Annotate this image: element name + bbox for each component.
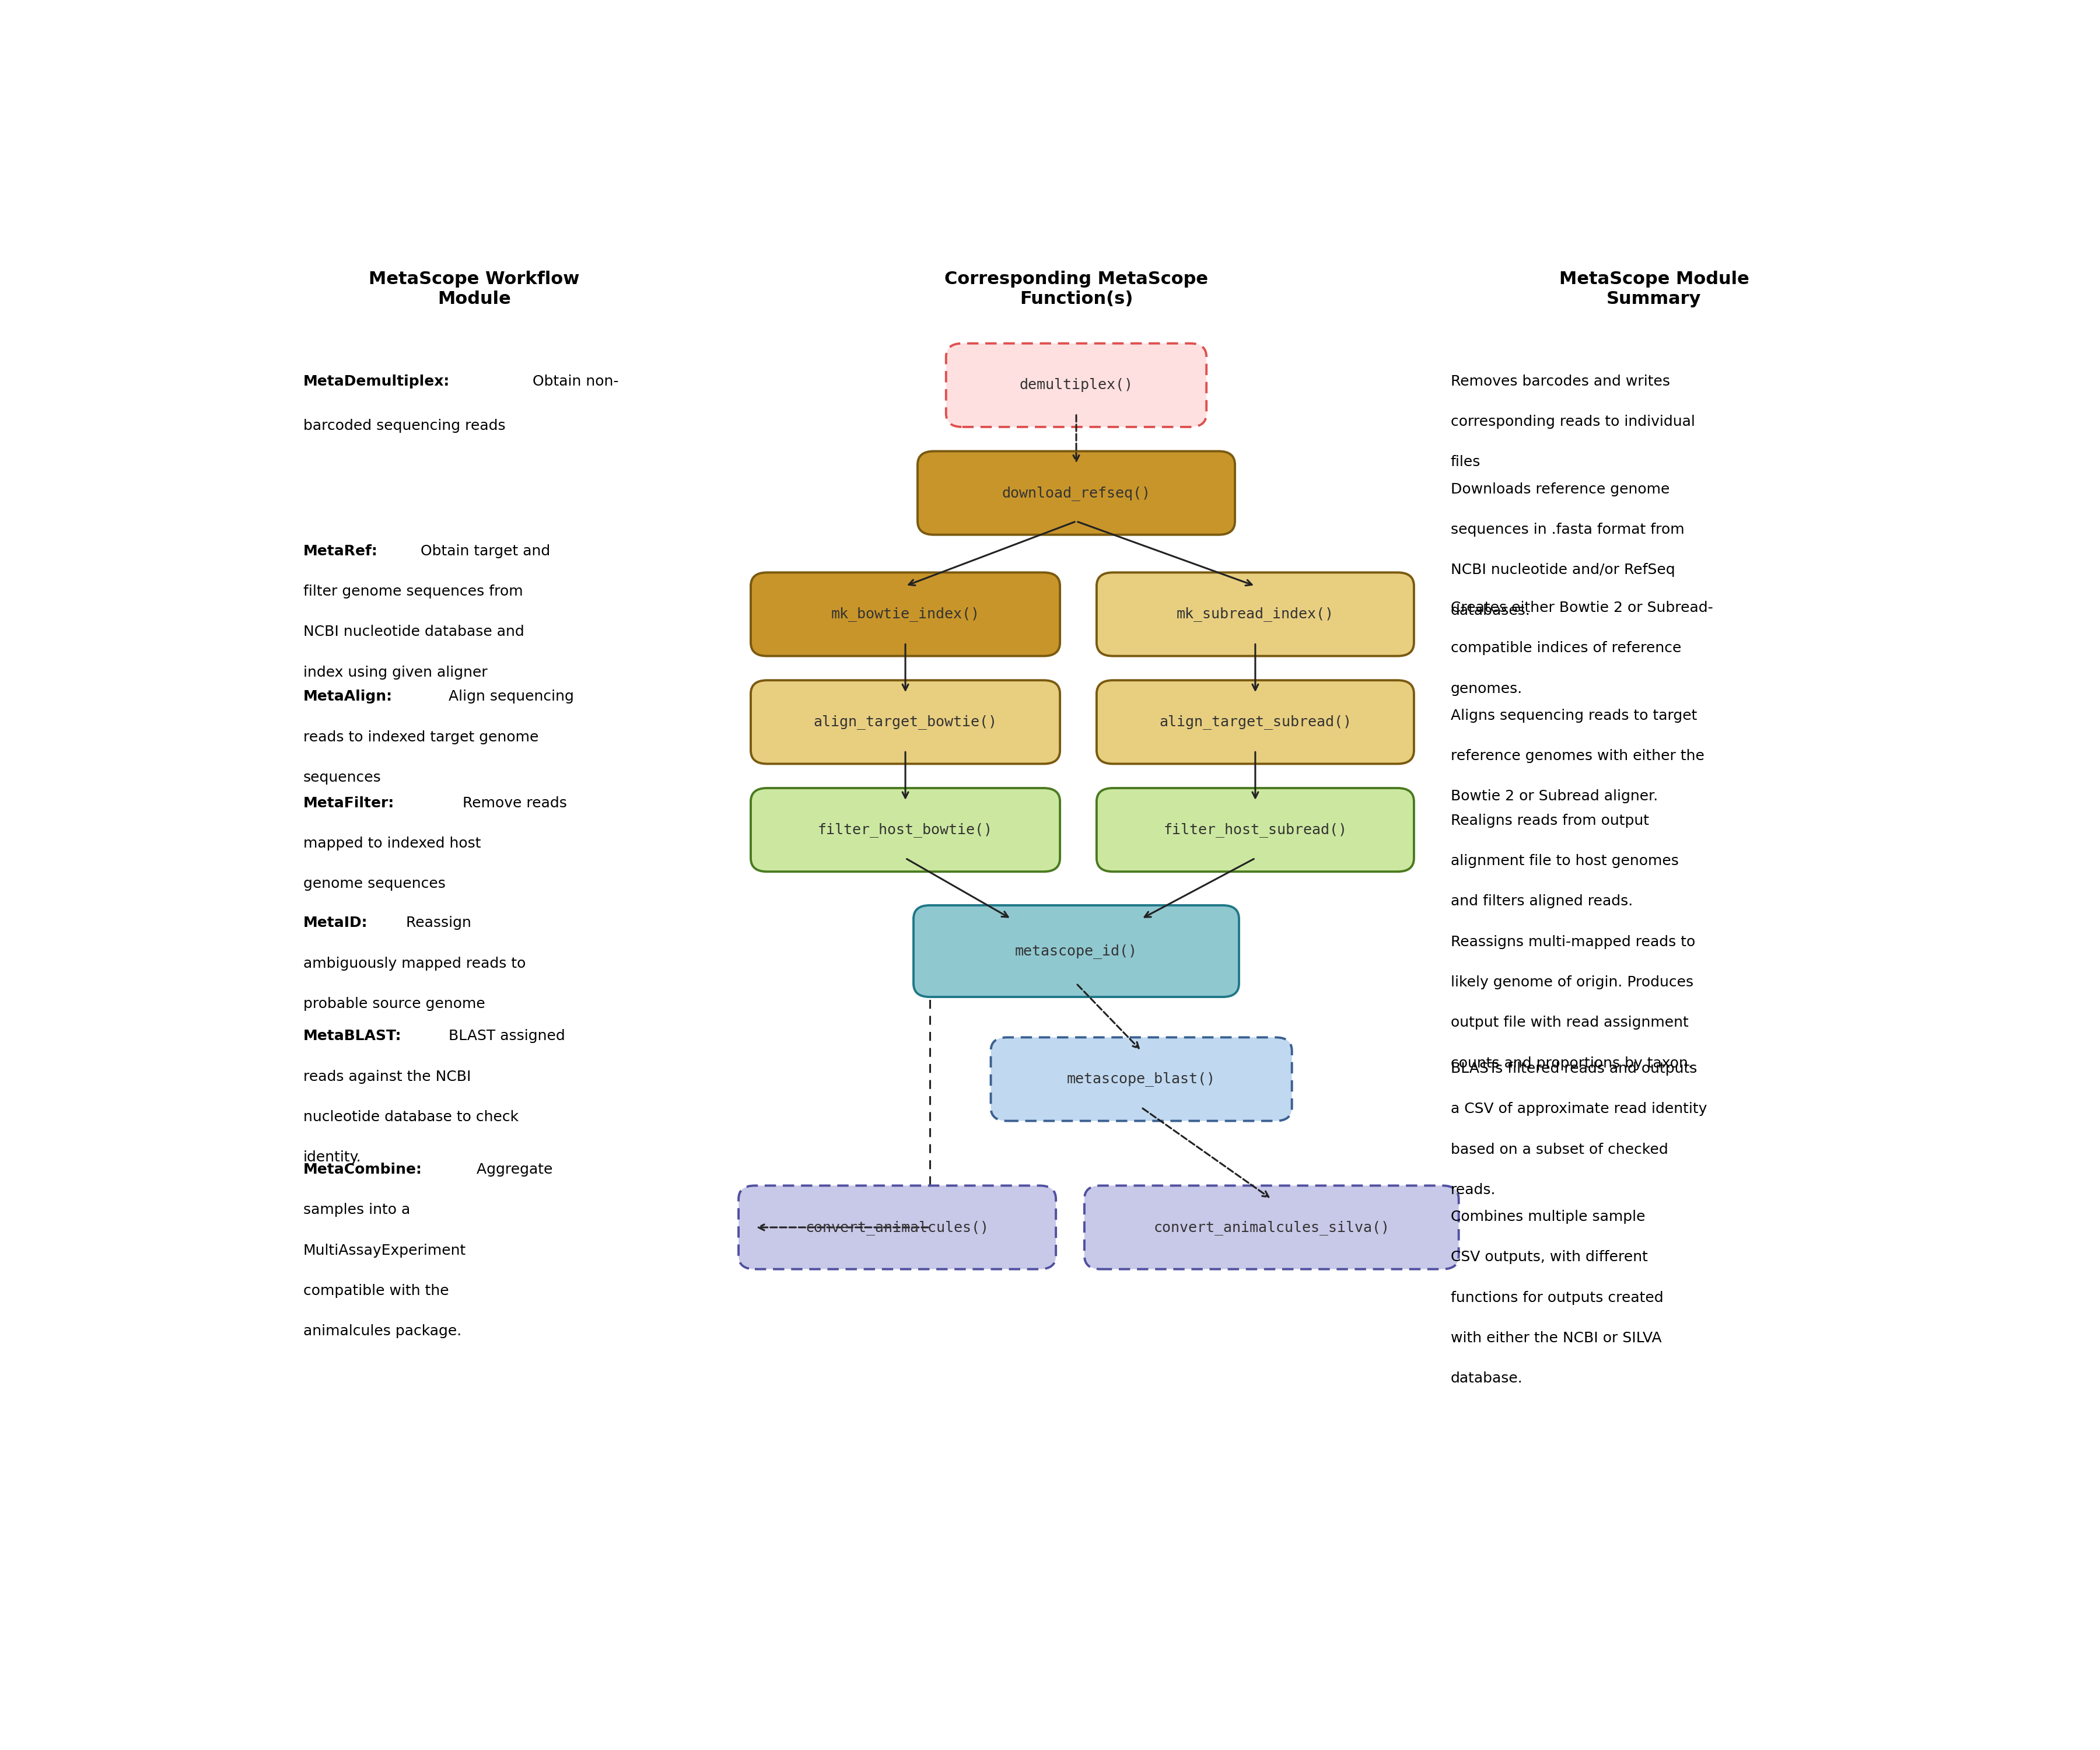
Text: MetaID:: MetaID: <box>302 915 368 929</box>
Text: identity.: identity. <box>302 1150 361 1164</box>
Text: Creates either Bowtie 2 or Subread-: Creates either Bowtie 2 or Subread- <box>1451 600 1714 614</box>
Text: functions for outputs created: functions for outputs created <box>1451 1292 1663 1306</box>
Text: nucleotide database to check: nucleotide database to check <box>302 1110 519 1124</box>
Text: NCBI nucleotide database and: NCBI nucleotide database and <box>302 625 525 639</box>
Text: Reassigns multi-mapped reads to: Reassigns multi-mapped reads to <box>1451 935 1695 949</box>
Text: sequences: sequences <box>302 770 382 784</box>
Text: and filters aligned reads.: and filters aligned reads. <box>1451 894 1632 908</box>
Text: Downloads reference genome: Downloads reference genome <box>1451 483 1670 497</box>
Text: files: files <box>1451 455 1480 469</box>
Text: MetaScope Module
Summary: MetaScope Module Summary <box>1558 271 1749 308</box>
Text: download_refseq(): download_refseq() <box>1002 487 1151 501</box>
Text: reads to indexed target genome: reads to indexed target genome <box>302 730 538 744</box>
Text: counts and proportions by taxon.: counts and proportions by taxon. <box>1451 1057 1693 1071</box>
Text: Realigns reads from output: Realigns reads from output <box>1451 814 1648 828</box>
Text: genomes.: genomes. <box>1451 682 1522 696</box>
FancyBboxPatch shape <box>1084 1185 1460 1269</box>
Text: metascope_blast(): metascope_blast() <box>1067 1071 1216 1087</box>
Text: ambiguously mapped reads to: ambiguously mapped reads to <box>302 957 525 971</box>
Text: alignment file to host genomes: alignment file to host genomes <box>1451 854 1678 868</box>
FancyBboxPatch shape <box>914 905 1239 997</box>
Text: based on a subset of checked: based on a subset of checked <box>1451 1143 1667 1157</box>
Text: align_target_bowtie(): align_target_bowtie() <box>813 714 998 730</box>
Text: barcoded sequencing reads: barcoded sequencing reads <box>302 418 506 432</box>
Text: genome sequences: genome sequences <box>302 877 445 891</box>
FancyBboxPatch shape <box>918 452 1235 536</box>
FancyBboxPatch shape <box>752 572 1060 656</box>
Text: sequences in .fasta format from: sequences in .fasta format from <box>1451 523 1684 537</box>
FancyBboxPatch shape <box>945 343 1205 427</box>
Text: MetaDemultiplex:: MetaDemultiplex: <box>302 374 449 388</box>
Text: demultiplex(): demultiplex() <box>1019 378 1134 392</box>
Text: filter_host_bowtie(): filter_host_bowtie() <box>817 822 993 836</box>
FancyBboxPatch shape <box>1096 681 1413 763</box>
Text: MetaScope Workflow
Module: MetaScope Workflow Module <box>370 271 580 308</box>
Text: output file with read assignment: output file with read assignment <box>1451 1015 1688 1029</box>
Text: reads.: reads. <box>1451 1183 1495 1197</box>
Text: Removes barcodes and writes: Removes barcodes and writes <box>1451 374 1670 388</box>
Text: reference genomes with either the: reference genomes with either the <box>1451 749 1705 763</box>
Text: filter_host_subread(): filter_host_subread() <box>1163 822 1346 836</box>
Text: compatible indices of reference: compatible indices of reference <box>1451 640 1682 654</box>
Text: Reassign: Reassign <box>401 915 473 929</box>
Text: Aligns sequencing reads to target: Aligns sequencing reads to target <box>1451 709 1697 723</box>
FancyBboxPatch shape <box>752 788 1060 872</box>
Text: Corresponding MetaScope
Function(s): Corresponding MetaScope Function(s) <box>945 271 1208 308</box>
FancyBboxPatch shape <box>1096 572 1413 656</box>
Text: reads against the NCBI: reads against the NCBI <box>302 1069 470 1083</box>
Text: NCBI nucleotide and/or RefSeq: NCBI nucleotide and/or RefSeq <box>1451 564 1676 578</box>
Text: index using given aligner: index using given aligner <box>302 665 487 679</box>
Text: metascope_id(): metascope_id() <box>1014 943 1138 959</box>
Text: animalcules package.: animalcules package. <box>302 1325 462 1339</box>
FancyBboxPatch shape <box>991 1038 1292 1122</box>
Text: MetaAlign:: MetaAlign: <box>302 690 393 704</box>
Text: mapped to indexed host: mapped to indexed host <box>302 836 481 850</box>
Text: likely genome of origin. Produces: likely genome of origin. Produces <box>1451 975 1693 989</box>
Text: MetaRef:: MetaRef: <box>302 544 378 558</box>
Text: filter genome sequences from: filter genome sequences from <box>302 585 523 599</box>
Text: Aggregate: Aggregate <box>473 1162 552 1176</box>
Text: Obtain non-: Obtain non- <box>529 374 620 388</box>
Text: mk_bowtie_index(): mk_bowtie_index() <box>832 607 981 621</box>
Text: databases.: databases. <box>1451 604 1531 618</box>
Text: Obtain target and: Obtain target and <box>416 544 550 558</box>
Text: Align sequencing: Align sequencing <box>443 690 573 704</box>
Text: probable source genome: probable source genome <box>302 997 485 1011</box>
Text: samples into a: samples into a <box>302 1202 410 1216</box>
FancyBboxPatch shape <box>752 681 1060 763</box>
Text: convert_animalcules_silva(): convert_animalcules_silva() <box>1153 1220 1390 1236</box>
Text: MetaFilter:: MetaFilter: <box>302 796 395 810</box>
Text: BLASTs filtered reads and outputs: BLASTs filtered reads and outputs <box>1451 1062 1697 1076</box>
Text: align_target_subread(): align_target_subread() <box>1159 714 1352 730</box>
Text: MultiAssayExperiment: MultiAssayExperiment <box>302 1244 466 1258</box>
Text: compatible with the: compatible with the <box>302 1284 449 1298</box>
Text: Bowtie 2 or Subread aligner.: Bowtie 2 or Subread aligner. <box>1451 789 1657 803</box>
Text: MetaBLAST:: MetaBLAST: <box>302 1029 401 1043</box>
Text: Remove reads: Remove reads <box>458 796 567 810</box>
Text: with either the NCBI or SILVA: with either the NCBI or SILVA <box>1451 1332 1661 1346</box>
FancyBboxPatch shape <box>739 1185 1056 1269</box>
Text: BLAST assigned: BLAST assigned <box>443 1029 565 1043</box>
Text: CSV outputs, with different: CSV outputs, with different <box>1451 1250 1648 1264</box>
FancyBboxPatch shape <box>1096 788 1413 872</box>
Text: Combines multiple sample: Combines multiple sample <box>1451 1209 1644 1223</box>
Text: MetaCombine:: MetaCombine: <box>302 1162 422 1176</box>
Text: convert_animalcules(): convert_animalcules() <box>806 1220 989 1236</box>
Text: database.: database. <box>1451 1372 1522 1386</box>
Text: mk_subread_index(): mk_subread_index() <box>1176 607 1334 621</box>
Text: a CSV of approximate read identity: a CSV of approximate read identity <box>1451 1102 1707 1116</box>
Text: corresponding reads to individual: corresponding reads to individual <box>1451 415 1695 429</box>
